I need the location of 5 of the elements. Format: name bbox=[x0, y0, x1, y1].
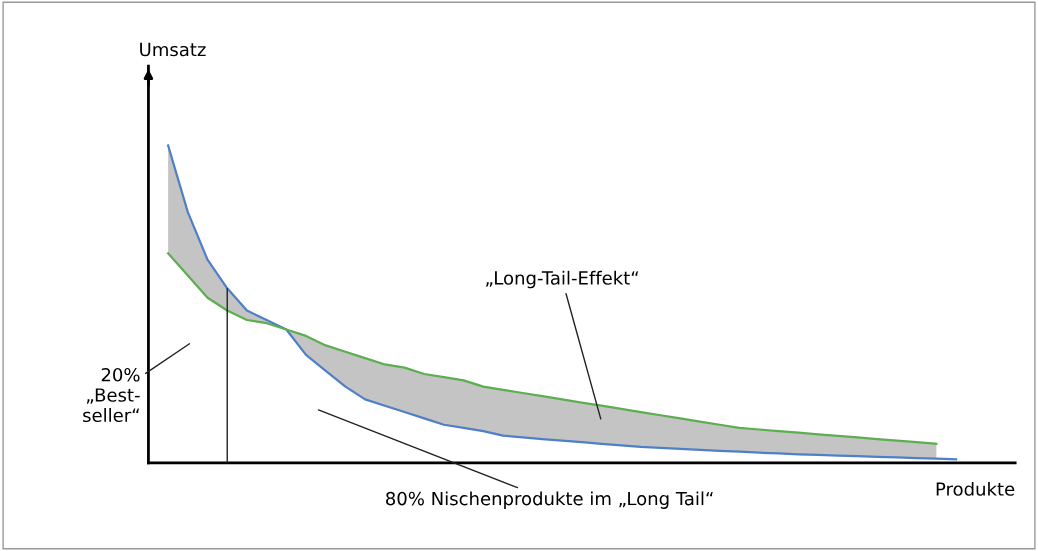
annotation: „Long-Tail-Effekt“ bbox=[486, 270, 638, 289]
y-axis-title: Umsatz bbox=[140, 42, 206, 57]
x-axis-title: Produkte bbox=[936, 481, 1015, 496]
text: 20% „Best- seller“ bbox=[83, 367, 140, 423]
text: 80% Nischenprodukte im „Long Tail“ bbox=[386, 491, 713, 509]
